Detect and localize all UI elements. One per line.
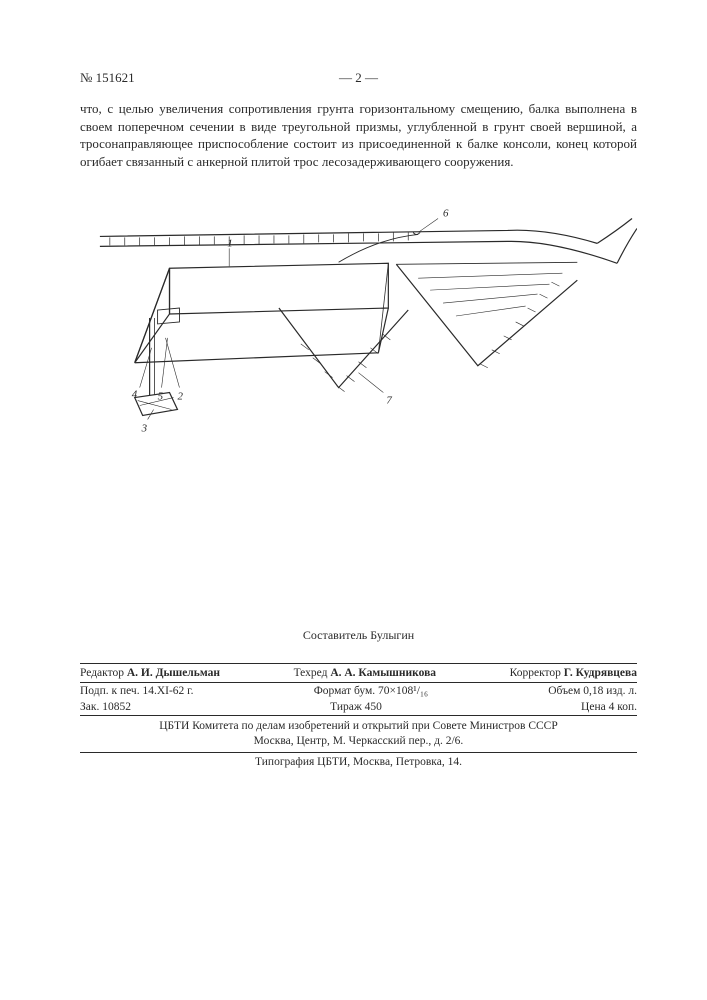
corrector-block: Корректор Г. Кудрявцева [510, 667, 637, 679]
pubinfo-row-1: Подп. к печ. 14.XI-62 г. Формат бум. 70×… [80, 683, 637, 699]
signed-to-print: Подп. к печ. 14.XI-62 г. [80, 685, 193, 697]
document-number: № 151621 [80, 70, 135, 86]
page: № 151621 — 2 — № 151621 что, с целью уве… [0, 0, 707, 1000]
figure-callout-7: 7 [386, 395, 392, 407]
editor-block: Редактор А. И. Дышельман [80, 667, 220, 679]
publisher-address: Москва, Центр, М. Черкасский пер., д. 2/… [80, 734, 637, 749]
typography-line: Типография ЦБТИ, Москва, Петровка, 14. [80, 753, 637, 771]
techred-block: Техред А. А. Камышникова [294, 667, 436, 679]
techred-name: А. А. Камышникова [330, 667, 436, 679]
price: Цена 4 коп. [581, 701, 637, 713]
figure-svg: 1 2 3 4 5 6 7 [80, 188, 637, 438]
figure-callout-5: 5 [158, 391, 164, 403]
volume: Объем 0,18 изд. л. [548, 685, 637, 697]
editor-label: Редактор [80, 667, 124, 679]
patent-figure: 1 2 3 4 5 6 7 [80, 188, 637, 438]
techred-label: Техред [294, 667, 328, 679]
page-header: № 151621 — 2 — № 151621 [80, 70, 637, 86]
credits-row: Редактор А. И. Дышельман Техред А. А. Ка… [80, 663, 637, 683]
editor-name: А. И. Дышельман [127, 667, 220, 679]
corrector-name: Г. Кудрявцева [564, 667, 637, 679]
compiler-line: Составитель Булыгин [80, 628, 637, 643]
publication-info: Подп. к печ. 14.XI-62 г. Формат бум. 70×… [80, 683, 637, 771]
figure-callout-1: 1 [227, 238, 232, 250]
body-paragraph: что, с целью увеличения сопротивления гр… [80, 100, 637, 170]
figure-callout-4: 4 [132, 389, 138, 401]
paper-format: Формат бум. 70×108¹/₁₆ [314, 685, 428, 697]
print-run: Тираж 450 [330, 701, 382, 713]
publisher-block: ЦБТИ Комитета по делам изобретений и отк… [80, 716, 637, 753]
figure-callout-3: 3 [141, 423, 148, 435]
corrector-label: Корректор [510, 667, 561, 679]
page-number: — 2 — [339, 70, 378, 86]
publisher-org: ЦБТИ Комитета по делам изобретений и отк… [80, 719, 637, 734]
figure-callout-2: 2 [177, 391, 183, 403]
order-no: Зак. 10852 [80, 701, 131, 713]
figure-callout-6: 6 [443, 208, 449, 220]
pubinfo-row-2: Зак. 10852 Тираж 450 Цена 4 коп. [80, 699, 637, 716]
